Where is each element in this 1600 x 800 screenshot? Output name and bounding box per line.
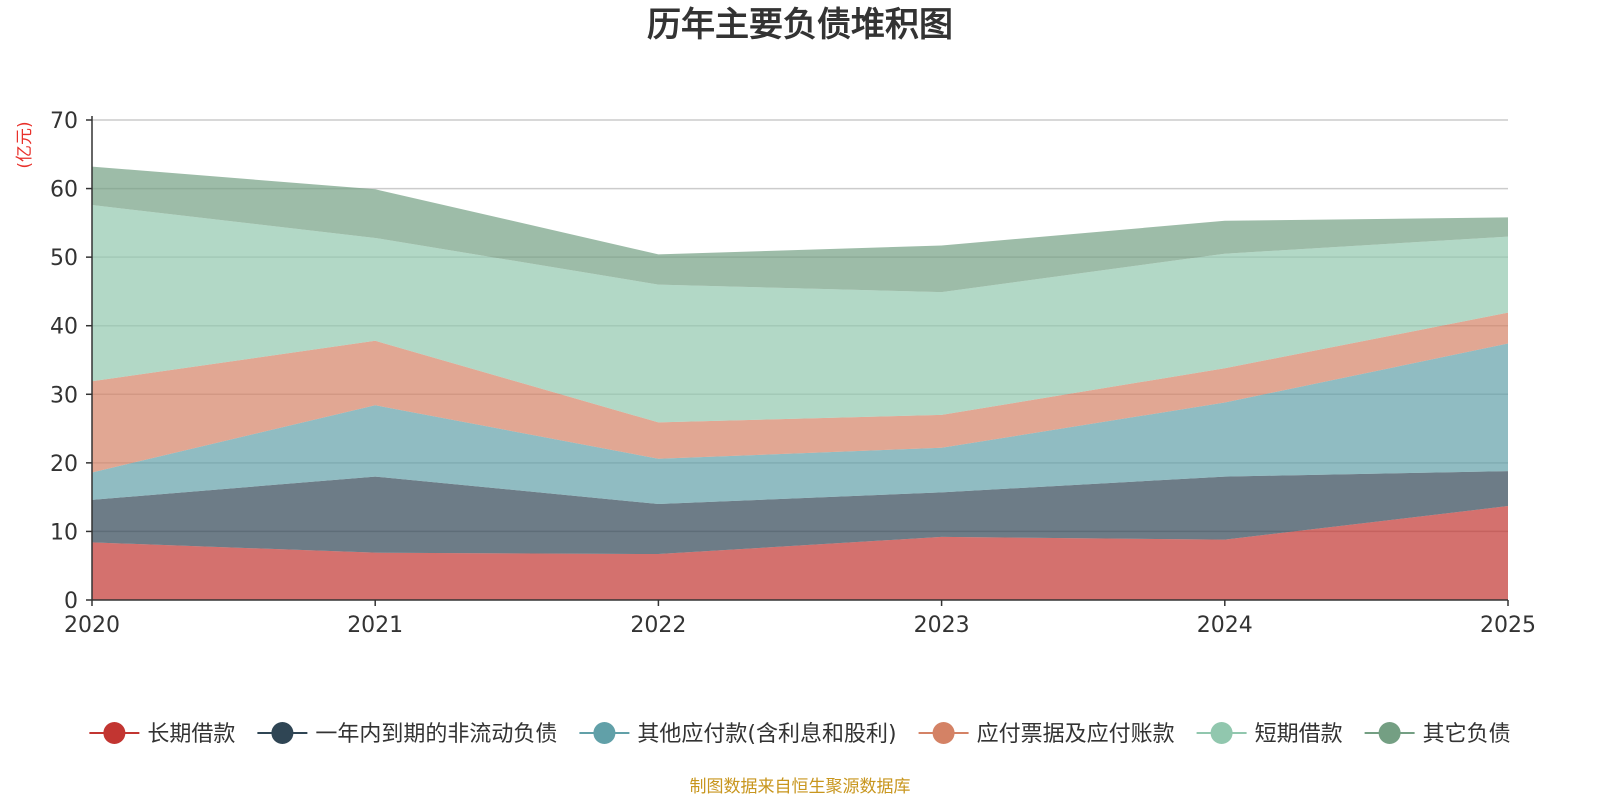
legend-item[interactable]: 其它负债 [1364,722,1511,747]
legend-marker [103,722,126,744]
data-source-note: 制图数据来自恒生聚源数据库 [690,777,911,797]
axes [86,116,1509,606]
y-tick-label: 40 [50,315,78,340]
legend-label: 短期借款 [1255,722,1343,747]
legend-marker [593,722,616,744]
y-tick-label: 30 [50,383,78,408]
y-tick-label: 0 [64,589,78,614]
area-series-4[interactable] [92,312,1508,473]
legend-marker [1378,722,1401,744]
x-axis-ticks: 2020 2021 2022 2023 2024 2025 [64,613,1536,638]
legend-label: 一年内到期的非流动负债 [315,722,557,747]
x-tick-label: 2022 [630,613,686,638]
legend-label: 其他应付款(含利息和股利) [637,722,896,747]
legend-item[interactable]: 其他应付款(含利息和股利) [579,722,897,747]
legend-label: 长期借款 [147,722,235,747]
y-axis-unit: (亿元) [15,121,35,168]
y-axis-ticks: 0 10 20 30 40 50 60 70 [50,109,78,614]
legend-item[interactable]: 长期借款 [89,722,235,747]
x-tick-label: 2024 [1197,613,1253,638]
y-tick-label: 60 [50,178,78,203]
legend-label: 应付票据及应付账款 [977,722,1175,747]
chart-title: 历年主要负债堆积图 [647,5,953,45]
area-series-1[interactable] [92,506,1508,600]
y-tick-label: 20 [50,452,78,477]
legend-item[interactable]: 应付票据及应付账款 [918,722,1175,747]
x-tick-label: 2023 [914,613,970,638]
legend-item[interactable]: 一年内到期的非流动负债 [257,722,557,747]
legend-marker [932,722,955,744]
legend-item[interactable]: 短期借款 [1196,722,1343,747]
y-tick-label: 50 [50,246,78,271]
legend-marker [1210,722,1233,744]
area-series-2[interactable] [92,471,1508,555]
legend-label: 其它负债 [1423,722,1511,747]
x-tick-label: 2021 [347,613,403,638]
area-series-6[interactable] [92,166,1508,293]
x-tick-label: 2020 [64,613,120,638]
y-tick-label: 70 [50,109,78,134]
x-tick-label: 2025 [1480,613,1536,638]
area-series-5[interactable] [92,205,1508,423]
y-tick-label: 10 [50,520,78,545]
area-series-3[interactable] [92,343,1508,504]
legend-marker [271,722,294,744]
area-series [92,166,1508,600]
legend: 长期借款 一年内到期的非流动负债 其他应付款(含利息和股利) 应付票据及应付账款 短期借… [89,722,1511,747]
